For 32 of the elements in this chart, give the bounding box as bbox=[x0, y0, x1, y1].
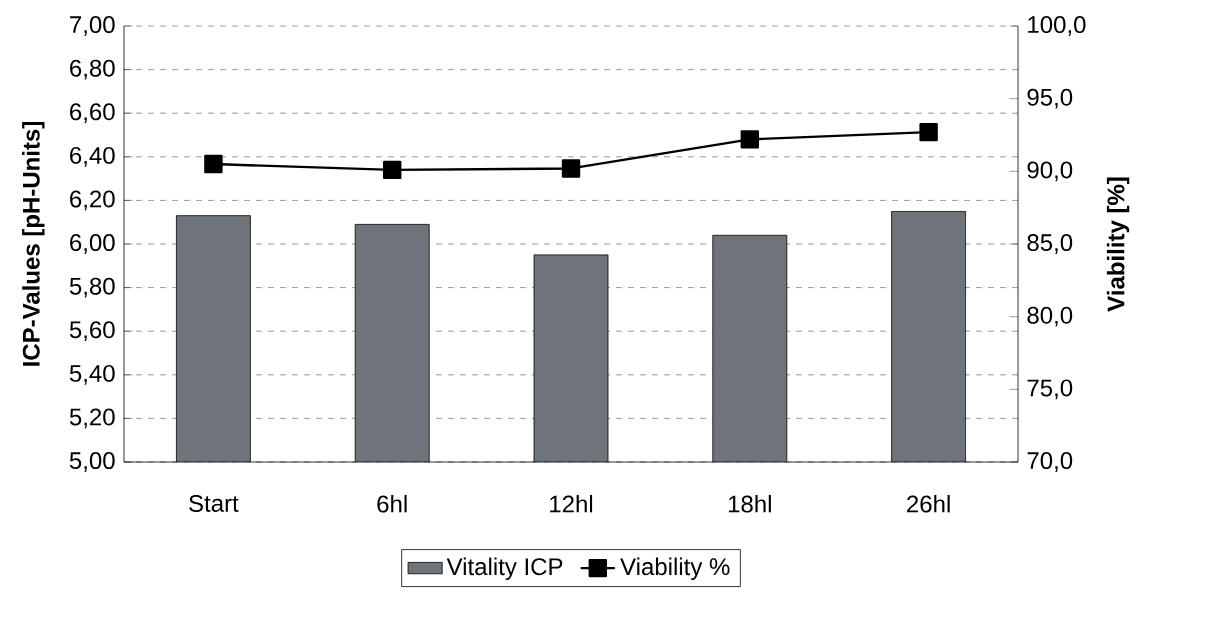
legend-label: Vitality ICP bbox=[446, 557, 563, 580]
x-tick-label: 6hl bbox=[377, 494, 407, 513]
y-tick-label: 6,60 bbox=[70, 103, 115, 124]
y-tick-label: 5,80 bbox=[69, 277, 115, 298]
legend-label: Viability % bbox=[620, 557, 730, 580]
x-tick-label: 26hl bbox=[907, 494, 950, 513]
point bbox=[740, 130, 760, 149]
y2-tick-label: 95,0 bbox=[1027, 88, 1073, 109]
point bbox=[204, 154, 223, 174]
y-tick-label: 6,80 bbox=[70, 59, 115, 80]
y-tick-label: 6,20 bbox=[70, 190, 115, 211]
y-tick-label: 6,00 bbox=[70, 234, 115, 254]
y2-axis-title: Viability [%] bbox=[1106, 177, 1130, 312]
y-tick-label: 7,00 bbox=[70, 16, 115, 36]
y2-tick-label: 80,0 bbox=[1027, 306, 1073, 327]
point bbox=[383, 160, 402, 180]
y-tick-label: 5,40 bbox=[69, 364, 115, 385]
y-tick-label: 6,40 bbox=[70, 146, 115, 167]
y-tick-label: 5,20 bbox=[69, 408, 115, 429]
x-tick-label: Start bbox=[189, 494, 239, 512]
x-tick-label: 18hl bbox=[728, 494, 771, 513]
y2-tick-label: 85,0 bbox=[1027, 234, 1073, 254]
x-tick-label: 12hl bbox=[550, 494, 593, 513]
y2-tick-label: 90,0 bbox=[1027, 161, 1073, 182]
y2-tick-label: 70,0 bbox=[1027, 452, 1073, 472]
y2-tick-label: 75,0 bbox=[1027, 379, 1073, 400]
y-tick-label: 5,00 bbox=[69, 452, 115, 472]
point bbox=[919, 122, 938, 142]
y-axis-title: ICP-Values [pH-Units] bbox=[22, 122, 45, 366]
point bbox=[561, 159, 581, 178]
y-tick-label: 5,60 bbox=[69, 321, 115, 342]
y2-tick-label: 100,0 bbox=[1028, 16, 1086, 36]
